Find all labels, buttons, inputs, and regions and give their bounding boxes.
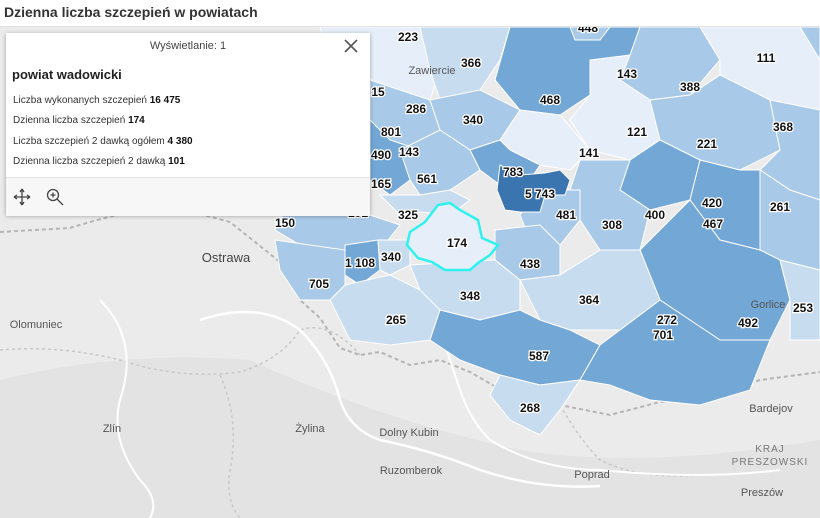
- district-value-label: 366: [461, 56, 481, 70]
- attribute-value: 4 380: [167, 136, 193, 147]
- road: [99, 299, 155, 518]
- district-value-label: 467: [703, 217, 723, 231]
- regional-border: [0, 327, 361, 375]
- district-value-label: 388: [680, 80, 700, 94]
- attribute-label: Dzienna liczba szczepień: [13, 115, 126, 126]
- district-value-label: 141: [579, 146, 599, 160]
- close-icon[interactable]: [342, 37, 360, 55]
- page-title: Dzienna liczba szczepień w powiatach: [4, 4, 258, 20]
- district-polygon[interactable]: [799, 27, 820, 61]
- district-value-label: 364: [579, 293, 599, 307]
- district-polygon[interactable]: [579, 299, 771, 406]
- attribute-label: Liczba wykonanych szczepień: [13, 95, 147, 106]
- attribute-row: Dzienna liczba szczepień 2 dawką 101: [13, 156, 185, 167]
- place-label: Zlín: [103, 423, 121, 435]
- district-value-label: 308: [602, 218, 622, 232]
- district-polygon[interactable]: [779, 259, 820, 341]
- feature-name: powiat wadowicki: [12, 67, 122, 82]
- district-polygon[interactable]: [469, 139, 541, 186]
- district-value-label: 400: [645, 208, 665, 222]
- place-label: Zawiercie: [408, 65, 455, 77]
- road: [439, 329, 781, 476]
- region-label: PRESZOWSKI: [732, 457, 809, 468]
- district-value-label: 143: [617, 67, 637, 81]
- selected-district-wadowicki[interactable]: [405, 201, 500, 272]
- place-label: Ostrawa: [202, 250, 251, 265]
- district-value-label: 438: [520, 257, 540, 271]
- district-value-label: 265: [386, 313, 406, 327]
- district-value-label: 801: [381, 125, 401, 139]
- district-value-label: 783: [503, 165, 523, 179]
- place-label: Gorlice: [751, 299, 786, 311]
- district-value-label: 481: [556, 208, 576, 222]
- attribute-label: Dzienna liczba szczepień 2 dawką: [13, 156, 166, 167]
- place-label: Ruzomberok: [380, 465, 443, 477]
- district-value-label: 701: [653, 328, 673, 342]
- district-value-label: 150: [275, 216, 295, 230]
- popup-header: Wyświetlanie: 1: [6, 33, 370, 59]
- district-polygon[interactable]: [399, 129, 481, 196]
- district-value-label: 490: [371, 148, 391, 162]
- district-value-label: 261: [770, 200, 790, 214]
- attribute-value: 174: [128, 115, 145, 126]
- district-value-label: 165: [371, 177, 391, 191]
- district-value-label: 253: [793, 301, 813, 315]
- attribute-row: Liczba szczepień 2 dawką ogółem 4 380: [13, 136, 193, 147]
- district-value-label: 448: [578, 27, 598, 35]
- attribute-value: 16 475: [149, 95, 181, 106]
- district-value-label: 587: [529, 349, 549, 363]
- district-value-label: 15: [371, 85, 385, 99]
- move-icon[interactable]: [13, 188, 31, 206]
- district-value-label: 272: [657, 313, 677, 327]
- place-label: Dolny Kubin: [379, 427, 438, 439]
- basemap-relief: [0, 357, 820, 518]
- district-value-label: 420: [702, 196, 722, 210]
- district-value-label: 223: [398, 30, 418, 44]
- attribute-row: Dzienna liczba szczepień 174: [13, 115, 145, 126]
- district-value-label: 286: [406, 102, 426, 116]
- zoom-to-icon[interactable]: [46, 188, 64, 206]
- district-value-label: 468: [540, 93, 560, 107]
- district-value-label: 492: [738, 316, 758, 330]
- district-value-label: 268: [520, 401, 540, 415]
- district-value-label: 111: [757, 51, 776, 65]
- district-krakow[interactable]: [496, 164, 571, 213]
- district-value-label: 340: [463, 113, 483, 127]
- district-value-label: 325: [398, 208, 418, 222]
- district-value-label: 705: [309, 277, 329, 291]
- place-label: Preszów: [741, 487, 783, 499]
- attribute-row: Liczba wykonanych szczepień 16 475: [13, 95, 180, 106]
- district-value-label: 348: [460, 289, 480, 303]
- district-value-label: 143: [399, 145, 419, 159]
- district-polygon[interactable]: [569, 27, 611, 41]
- district-polygon[interactable]: [377, 239, 411, 276]
- regional-border: [559, 404, 701, 477]
- attribute-value: 101: [168, 156, 185, 167]
- app-header: Dzienna liczba szczepień w powiatach: [0, 0, 820, 27]
- district-value-label: 368: [773, 120, 793, 134]
- district-value-label: 340: [381, 250, 401, 264]
- district-value-label: 121: [627, 125, 647, 139]
- feature-popup: Wyświetlanie: 1 powiat wadowicki Liczba …: [6, 33, 370, 216]
- place-label: Bardejov: [749, 403, 793, 415]
- district-value-label: 221: [697, 137, 717, 151]
- place-label: Żylina: [295, 422, 325, 435]
- region-label: KRAJ: [755, 444, 785, 455]
- place-label: Poprad: [574, 469, 609, 481]
- regional-border: [219, 374, 241, 518]
- district-value-label: 5 743: [525, 187, 555, 201]
- attribute-label: Liczba szczepień 2 dawką ogółem: [13, 136, 165, 147]
- road: [199, 310, 601, 488]
- district-value-label: 561: [417, 172, 437, 186]
- popup-footer: [6, 177, 370, 216]
- district-value-label: 174: [447, 236, 467, 250]
- district-polygon[interactable]: [489, 374, 582, 436]
- place-label: Olomuniec: [10, 319, 63, 331]
- district-value-label: 1 108: [345, 256, 375, 270]
- feature-count: Wyświetlanie: 1: [149, 40, 227, 52]
